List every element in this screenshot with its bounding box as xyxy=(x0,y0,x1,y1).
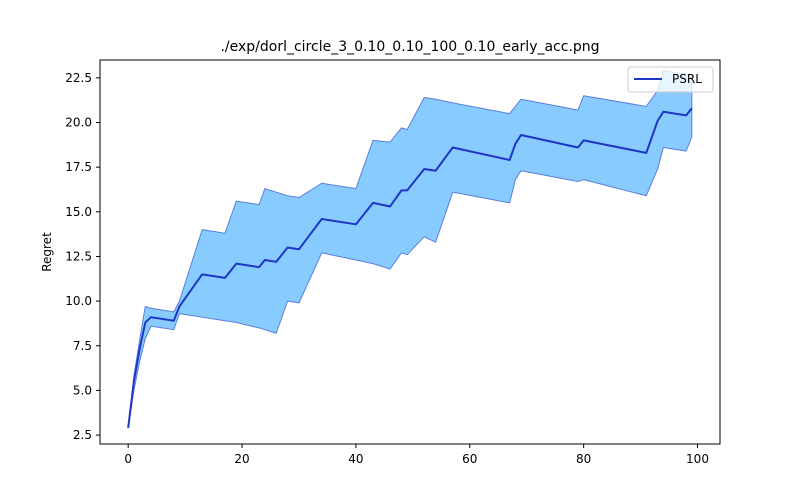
data-point-psrl xyxy=(423,168,425,170)
y-axis: 2.5 5.0 7.5 10.0 12.5 15.0 17.5 20.0 22.5 xyxy=(65,71,100,442)
data-point-psrl xyxy=(645,152,647,154)
data-point-psrl xyxy=(173,320,175,322)
data-point-psrl xyxy=(662,111,664,113)
data-point-psrl xyxy=(287,247,289,249)
data-point-psrl xyxy=(389,205,391,207)
data-point-psrl xyxy=(691,107,693,109)
legend-label-psrl: PSRL xyxy=(672,72,702,86)
x-tick-label: 0 xyxy=(124,452,132,466)
y-tick-label: 15.0 xyxy=(65,205,92,219)
series-line-psrl xyxy=(127,107,693,429)
data-point-psrl xyxy=(224,277,226,279)
chart-title: ./exp/dorl_circle_3_0.10_0.10_100_0.10_e… xyxy=(220,39,599,55)
data-point-psrl xyxy=(127,427,129,429)
y-tick-label: 20.0 xyxy=(65,116,92,130)
data-point-psrl xyxy=(372,202,374,204)
data-point-psrl xyxy=(509,159,511,161)
data-point-psrl xyxy=(139,348,141,350)
y-tick-label: 7.5 xyxy=(73,339,92,353)
y-tick-label: 10.0 xyxy=(65,294,92,308)
y-tick-label: 5.0 xyxy=(73,383,92,397)
data-point-psrl xyxy=(514,143,516,145)
x-tick-label: 60 xyxy=(462,452,477,466)
data-point-psrl xyxy=(406,189,408,191)
data-point-psrl xyxy=(144,322,146,324)
data-point-psrl xyxy=(435,170,437,172)
y-tick-label: 12.5 xyxy=(65,249,92,263)
data-point-psrl xyxy=(321,218,323,220)
confidence-band-psrl xyxy=(127,70,693,429)
data-point-psrl xyxy=(577,147,579,149)
y-axis-label: Regret xyxy=(40,232,54,272)
legend: PSRL xyxy=(627,66,714,93)
data-point-psrl xyxy=(150,316,152,318)
data-point-psrl xyxy=(355,223,357,225)
x-tick-label: 20 xyxy=(234,452,249,466)
y-tick-label: 17.5 xyxy=(65,160,92,174)
data-point-psrl xyxy=(520,134,522,136)
data-point-psrl xyxy=(275,261,277,263)
y-tick-label: 2.5 xyxy=(73,428,92,442)
data-point-psrl xyxy=(400,189,402,191)
x-tick-label: 80 xyxy=(576,452,591,466)
data-point-psrl xyxy=(583,139,585,141)
plot-area xyxy=(127,70,693,429)
legend-box xyxy=(627,66,714,93)
x-tick-label: 40 xyxy=(348,452,363,466)
data-point-psrl xyxy=(258,266,260,268)
data-point-psrl xyxy=(201,273,203,275)
data-point-psrl xyxy=(133,380,135,382)
data-point-psrl xyxy=(264,259,266,261)
y-tick-label: 22.5 xyxy=(65,71,92,85)
data-point-psrl xyxy=(235,263,237,265)
axes-frame xyxy=(99,59,721,445)
data-point-psrl xyxy=(298,248,300,250)
data-point-psrl xyxy=(178,305,180,307)
x-axis: 0 20 40 60 80 100 xyxy=(124,444,709,466)
data-point-psrl xyxy=(657,120,659,122)
data-point-psrl xyxy=(685,114,687,116)
x-tick-label: 100 xyxy=(686,452,709,466)
data-point-psrl xyxy=(452,147,454,149)
